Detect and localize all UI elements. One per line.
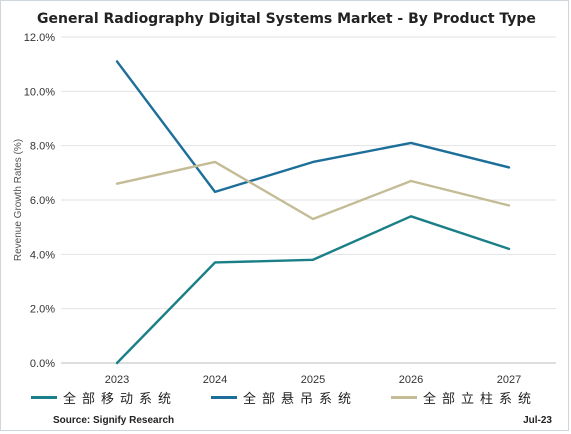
legend-item-ceiling: 全部悬吊系统: [211, 386, 357, 408]
y-tick-label: 10.0%: [24, 86, 55, 98]
x-tick-label: 2023: [105, 374, 129, 386]
legend-item-mobile: 全部移动系统: [31, 386, 177, 408]
y-tick-label: 8.0%: [30, 141, 55, 153]
y-tick-label: 4.0%: [30, 249, 55, 261]
legend-label-mobile: 全部移动系统: [63, 391, 178, 407]
series-line-1: [115, 215, 511, 365]
date-note: Jul-23: [523, 415, 552, 426]
y-axis-title: Revenue Growth Rates (%): [13, 139, 24, 261]
legend-item-floor: 全部立柱系统: [391, 386, 537, 408]
legend-swatch-mobile: [31, 395, 57, 399]
chart-title: General Radiography Digital Systems Mark…: [37, 11, 536, 27]
x-tick-label: 2025: [301, 374, 325, 386]
y-tick-label: 2.0%: [30, 304, 55, 316]
x-tick-label: 2026: [399, 374, 423, 386]
source-note: Source: Signify Research: [53, 415, 175, 426]
y-tick-label: 0.0%: [30, 358, 55, 370]
x-tick-label: 2024: [203, 374, 227, 386]
legend-label-ceiling: 全部悬吊系统: [243, 391, 358, 407]
y-tick-label: 12.0%: [24, 32, 55, 44]
legend-swatch-ceiling: [211, 395, 237, 399]
series-line-3: [115, 160, 511, 221]
legend: 全部移动系统 全部悬吊系统 全部立柱系统: [1, 386, 571, 408]
x-tick-label: 2027: [497, 374, 521, 386]
legend-swatch-floor: [391, 395, 417, 399]
series-line-2: [115, 60, 511, 194]
y-tick-label: 6.0%: [30, 195, 55, 207]
legend-label-floor: 全部立柱系统: [423, 391, 538, 407]
